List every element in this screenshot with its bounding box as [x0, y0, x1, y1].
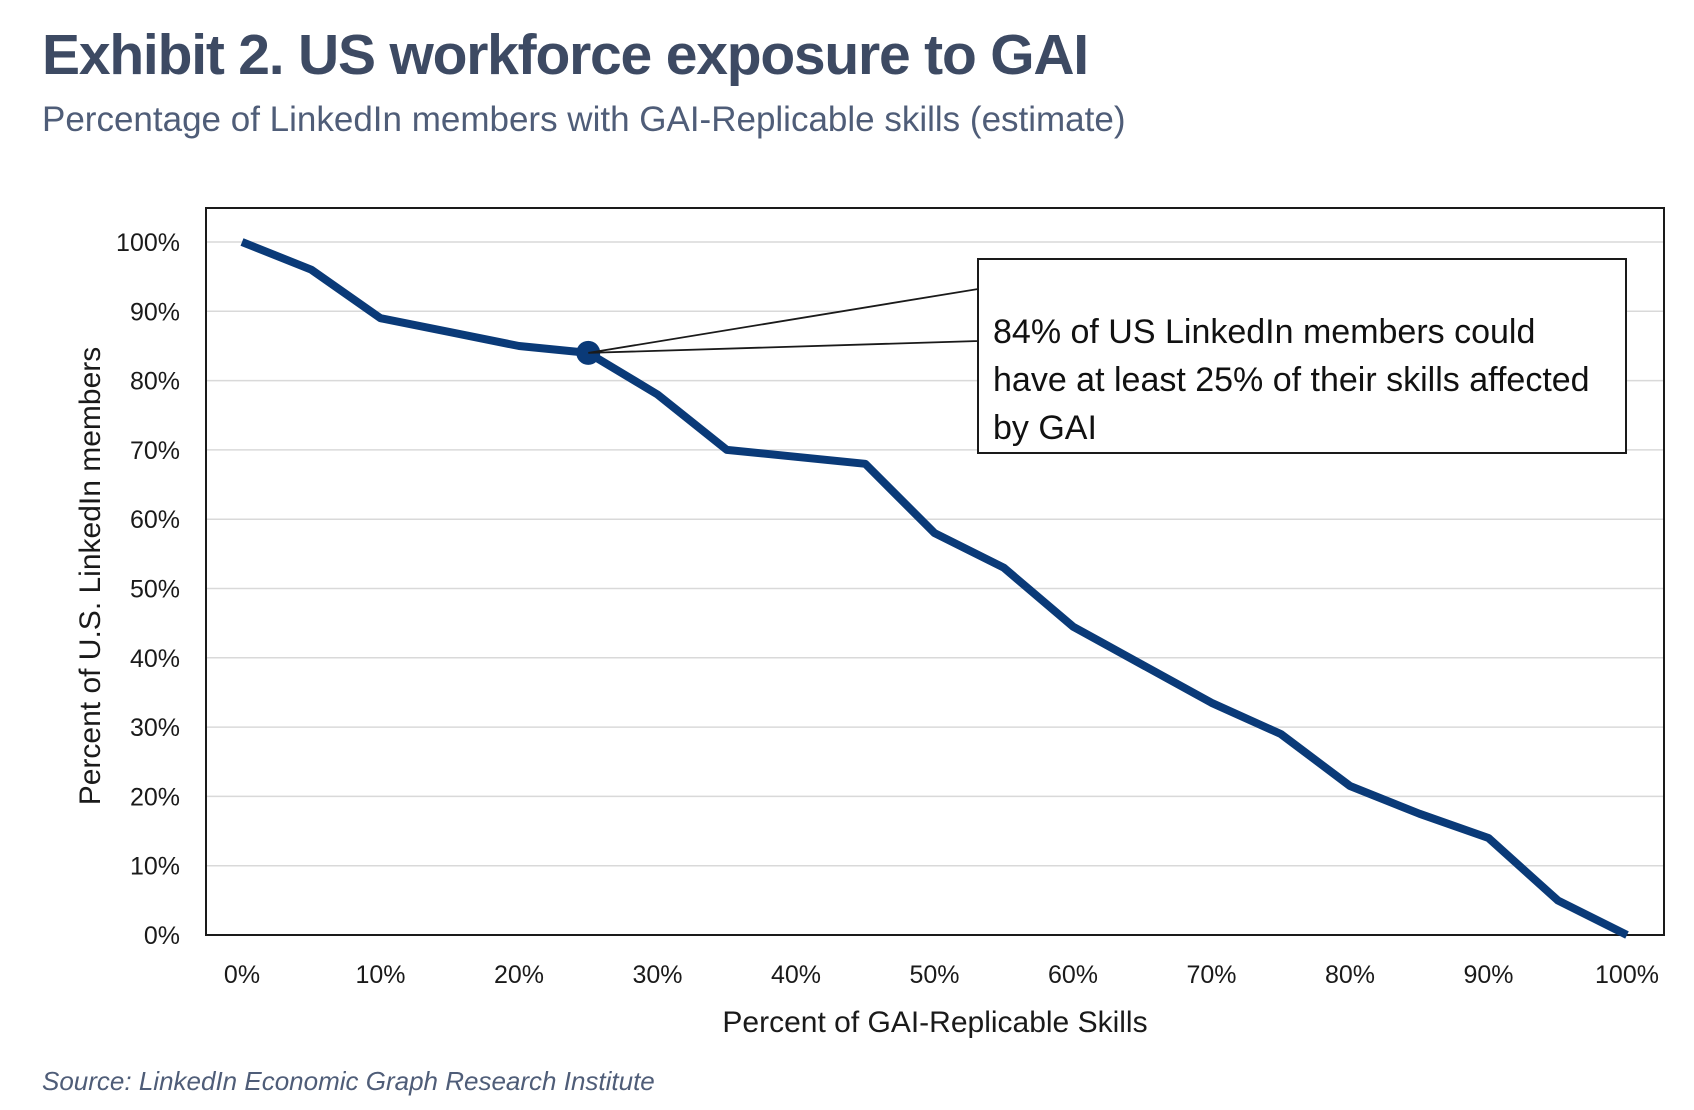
- y-tick-label: 40%: [130, 645, 180, 673]
- annotation-box: [977, 258, 1627, 454]
- y-tick-label: 60%: [130, 506, 180, 534]
- y-tick-label: 100%: [116, 229, 180, 257]
- x-tick-label: 70%: [1186, 961, 1236, 989]
- x-tick-label: 60%: [1048, 961, 1098, 989]
- chart-title: Exhibit 2. US workforce exposure to GAI: [42, 23, 1089, 87]
- source-note: Source: LinkedIn Economic Graph Research…: [42, 1066, 655, 1096]
- x-tick-label: 80%: [1325, 961, 1375, 989]
- y-axis-label: Percent of U.S. LinkedIn members: [74, 347, 107, 806]
- plot-frame: [205, 207, 1665, 936]
- x-tick-label: 40%: [771, 961, 821, 989]
- y-tick-label: 0%: [144, 922, 180, 950]
- y-tick-label: 90%: [130, 298, 180, 326]
- y-tick-label: 80%: [130, 368, 180, 396]
- y-tick-label: 30%: [130, 714, 180, 742]
- chart-subtitle: Percentage of LinkedIn members with GAI-…: [42, 100, 1126, 139]
- x-tick-label: 10%: [355, 961, 405, 989]
- y-tick-label: 70%: [130, 437, 180, 465]
- x-tick-label: 30%: [632, 961, 682, 989]
- x-axis-ticks: 0% 10% 20% 30% 40% 50% 60% 70% 80% 90% 100%: [224, 961, 1659, 989]
- y-tick-label: 10%: [130, 853, 180, 881]
- x-tick-label: 100%: [1595, 961, 1659, 989]
- series-line: [240, 238, 1629, 939]
- y-tick-label: 50%: [130, 576, 180, 604]
- x-axis-label: Percent of GAI-Replicable Skills: [722, 1006, 1147, 1039]
- x-tick-label: 50%: [909, 961, 959, 989]
- y-tick-label: 20%: [130, 783, 180, 811]
- x-tick-label: 90%: [1463, 961, 1513, 989]
- annotation-text: 84% of US LinkedIn members could have at…: [993, 313, 1590, 447]
- y-axis-ticks: 0% 10% 20% 30% 40% 50% 60% 70% 80% 90% 100%: [116, 229, 180, 950]
- callout-pointer: [588, 287, 979, 354]
- x-tick-label: 20%: [494, 961, 544, 989]
- x-tick-label: 0%: [224, 961, 260, 989]
